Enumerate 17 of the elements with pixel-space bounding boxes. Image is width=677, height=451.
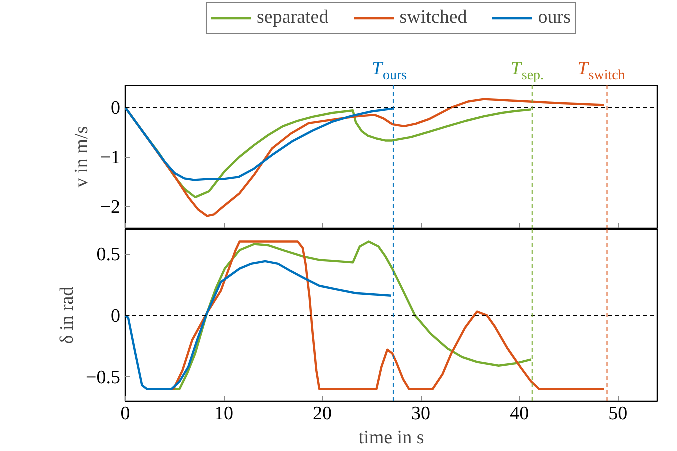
x-tick-label: 20 [313, 404, 332, 424]
x-tick-label: 30 [412, 404, 431, 424]
y-axis-title: v in m/s [71, 126, 92, 188]
x-tick-label: 50 [608, 404, 628, 424]
x-tick-label: 40 [510, 404, 530, 424]
x-tick-label: 10 [214, 404, 234, 424]
y-tick-label: −2 [100, 196, 121, 218]
y-tick-label: 0.5 [96, 244, 120, 266]
y-tick-label: −0.5 [86, 367, 121, 388]
y-axis-title: δ in rad [57, 286, 78, 344]
y-tick-label: −1 [100, 148, 121, 168]
y-tick-label: 0 [111, 98, 120, 120]
legend-label: separated [256, 7, 329, 29]
y-tick-label: 0 [111, 306, 120, 327]
legend-label: switched [400, 7, 468, 29]
legend-label: ours [538, 7, 572, 29]
x-axis-title: time in s [358, 428, 424, 448]
